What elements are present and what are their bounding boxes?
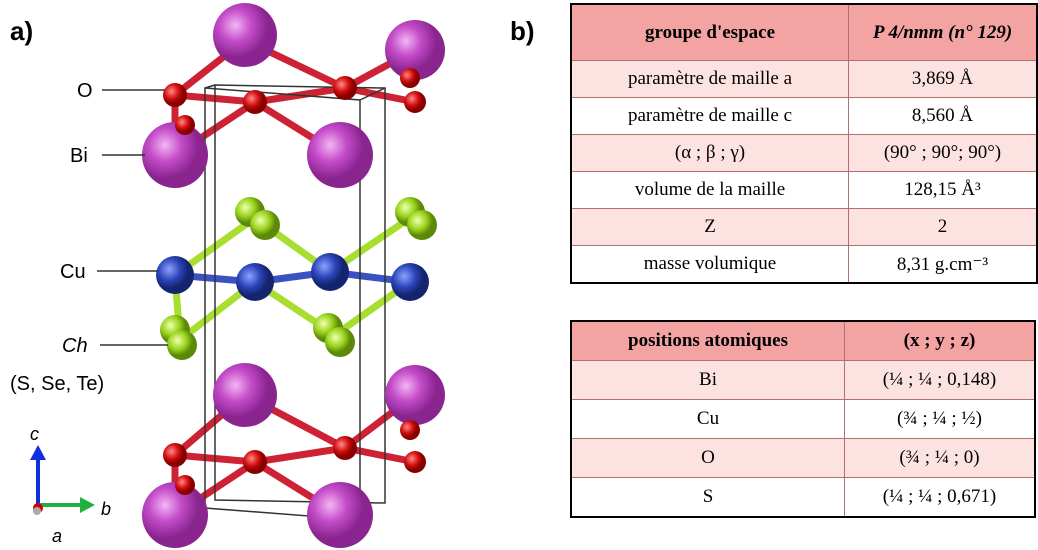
- table-row: Bi (¼ ; ¼ ; 0,148): [570, 360, 1036, 400]
- table-cell: 3,869 Å: [848, 60, 1038, 98]
- table-cell: (¾ ; ¼ ; ½): [844, 399, 1036, 439]
- table-cell: 128,15 Å³: [848, 171, 1038, 209]
- table-cell: 2: [848, 208, 1038, 246]
- atomic-positions-table: positions atomiques (x ; y ; z) Bi (¼ ; ¼ ;…: [570, 320, 1036, 518]
- table-cell: (α ; β ; γ): [570, 134, 849, 172]
- header-row: positions atomiques (x ; y ; z): [570, 320, 1036, 361]
- table-row: masse volumique 8,31 g.cm⁻³: [570, 245, 1038, 284]
- table-cell: volume de la maille: [570, 171, 849, 209]
- table-cell: paramètre de maille a: [570, 60, 849, 98]
- table-cell: (¼ ; ¼ ; 0,148): [844, 360, 1036, 400]
- table-cell: Z: [570, 208, 849, 246]
- header-cell: groupe d'espace: [570, 3, 849, 61]
- table-cell: Cu: [570, 399, 845, 439]
- crystal-data-table: groupe d'espace P 4/nmm (n° 129) paramètre…: [570, 3, 1038, 284]
- table-cell: paramètre de maille c: [570, 97, 849, 135]
- crystal-structure: O Bi Cu Ch (S, Se, Te) c b a: [10, 3, 445, 548]
- table-cell: S: [570, 477, 845, 518]
- leader-lines: [97, 89, 168, 346]
- table-cell: (¼ ; ¼ ; 0,671): [844, 477, 1036, 518]
- axis-label: c: [30, 424, 39, 444]
- table-cell: 8,31 g.cm⁻³: [848, 245, 1038, 284]
- axis-label: a: [52, 526, 62, 546]
- header-cell: (x ; y ; z): [844, 320, 1036, 361]
- table-cell: masse volumique: [570, 245, 849, 284]
- panel-label: a): [10, 16, 34, 46]
- atom-label: (S, Se, Te): [10, 373, 104, 395]
- table-cell: 8,560 Å: [848, 97, 1038, 135]
- atom-label: Bi: [70, 145, 88, 167]
- table-row: volume de la maille 128,15 Å³: [570, 171, 1038, 209]
- header-cell: P 4/nmm (n° 129): [848, 3, 1038, 61]
- table-row: O (¾ ; ¼ ; 0): [570, 438, 1036, 478]
- table-row: S (¼ ; ¼ ; 0,671): [570, 477, 1036, 518]
- atom-label: Cu: [60, 261, 86, 283]
- atom-labels: O Bi Cu Ch (S, Se, Te): [10, 80, 104, 395]
- atom-label: Ch: [62, 335, 88, 357]
- table-cell: (90° ; 90°; 90°): [848, 134, 1038, 172]
- axis-label: b: [101, 499, 111, 519]
- header-cell: positions atomiques: [570, 320, 845, 361]
- table-row: paramètre de maille c 8,560 Å: [570, 97, 1038, 135]
- bonds-cu-ch: [171, 215, 413, 343]
- atom-label: O: [77, 80, 93, 102]
- axes-triad: c b a: [30, 424, 111, 546]
- table-row: Cu (¾ ; ¼ ; ½): [570, 399, 1036, 439]
- atoms: [142, 3, 445, 548]
- panel-label: b): [510, 16, 535, 46]
- table-cell: O: [570, 438, 845, 478]
- table-row: (α ; β ; γ) (90° ; 90°; 90°): [570, 134, 1038, 172]
- table-cell: Bi: [570, 360, 845, 400]
- table-row: paramètre de maille a 3,869 Å: [570, 60, 1038, 98]
- header-row: groupe d'espace P 4/nmm (n° 129): [570, 3, 1038, 61]
- table-cell: (¾ ; ¼ ; 0): [844, 438, 1036, 478]
